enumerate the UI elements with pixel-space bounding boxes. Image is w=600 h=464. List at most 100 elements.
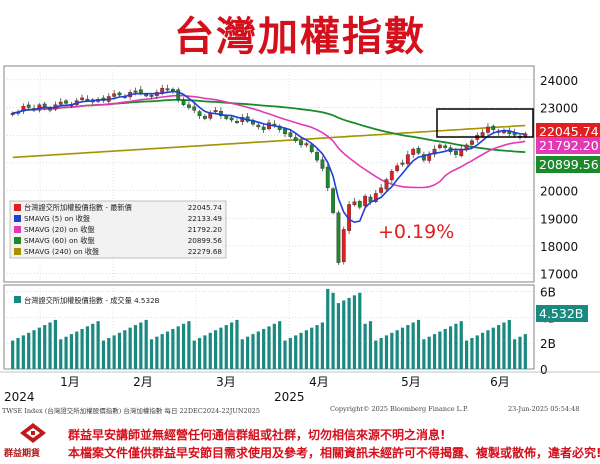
candle-body xyxy=(144,94,149,97)
legend-label: SMAVG (20) on 收盤 xyxy=(24,225,95,234)
candle-body xyxy=(219,110,223,117)
volume-bar xyxy=(454,323,458,369)
volume-tick-label: 6B xyxy=(540,285,556,299)
volume-bar xyxy=(368,321,373,369)
candle-body xyxy=(288,132,293,137)
volume-bar xyxy=(149,339,154,369)
volume-bar xyxy=(53,319,57,369)
volume-bar xyxy=(443,328,447,369)
volume-bar xyxy=(475,335,479,369)
candle-body xyxy=(400,162,405,165)
volume-bar xyxy=(497,325,501,369)
candle-body xyxy=(363,195,368,207)
volume-bar xyxy=(16,337,20,369)
volume-bar xyxy=(379,337,383,369)
volume-bar xyxy=(117,332,122,369)
price-tick-label: 18000 xyxy=(540,240,578,254)
volume-bar xyxy=(358,292,362,369)
legend-swatch xyxy=(14,237,21,244)
volume-bar xyxy=(384,335,389,369)
volume-bar xyxy=(107,337,111,369)
volume-bar xyxy=(470,337,474,369)
volume-bar xyxy=(48,322,52,369)
candle-body xyxy=(443,145,448,148)
volume-bar xyxy=(203,335,207,369)
volume-tag-label: 4.532B xyxy=(539,306,583,321)
volume-bar xyxy=(43,325,47,369)
sma5-line xyxy=(12,90,526,224)
month-label: 3月 xyxy=(216,375,236,389)
candle-body xyxy=(165,88,170,91)
volume-bar xyxy=(438,331,442,369)
candle-body xyxy=(133,90,138,93)
volume-tick-label: 0 xyxy=(540,363,548,377)
volume-bar xyxy=(133,325,138,369)
year-label-left: 2024 xyxy=(4,390,35,404)
candle-body xyxy=(486,126,490,133)
volume-bar xyxy=(459,321,463,369)
candle-body xyxy=(117,92,122,96)
candle-body xyxy=(256,124,261,128)
volume-bar xyxy=(363,323,367,369)
candle-body xyxy=(373,193,378,202)
volume-bar xyxy=(256,331,260,369)
candle-body xyxy=(480,132,485,137)
volume-bar xyxy=(96,321,100,369)
price-tick-label: 17000 xyxy=(540,268,578,282)
candle-body xyxy=(293,137,298,141)
month-label: 4月 xyxy=(309,375,329,389)
volume-bar xyxy=(240,339,244,369)
logo-text: 群益期貨 xyxy=(4,449,41,459)
volume-bar xyxy=(518,336,522,369)
volume-bar xyxy=(59,339,63,369)
candle-body xyxy=(149,94,154,97)
candle-body xyxy=(10,112,15,115)
source-copyright: Copyright© 2025 Bloomberg Finance L.P. xyxy=(330,405,469,413)
volume-bar xyxy=(155,336,159,369)
volume-bar xyxy=(395,330,399,369)
volume-bar xyxy=(246,336,250,369)
candle-body xyxy=(235,121,239,123)
month-label: 5月 xyxy=(401,375,421,389)
volume-bar xyxy=(416,319,421,369)
candle-body xyxy=(197,111,202,117)
volume-bar xyxy=(251,334,255,369)
change-annotation: +0.19% xyxy=(378,221,454,243)
candle-body xyxy=(192,106,197,111)
volume-bar xyxy=(486,330,490,369)
volume-bar xyxy=(342,300,346,369)
volume-bar xyxy=(304,330,308,369)
legend-box xyxy=(9,200,227,259)
volume-bar xyxy=(481,332,485,369)
volume-bar xyxy=(213,330,218,369)
disclaimer-line-1: 群益早安講師並無經營任何通信群組或社群，切勿相信來源不明之消息! xyxy=(68,428,446,442)
volume-bar xyxy=(310,327,314,369)
highlight-box xyxy=(436,108,534,138)
legend-label: SMAVG (240) on 收盤 xyxy=(24,247,99,256)
candle-body xyxy=(325,167,330,189)
volume-tag xyxy=(536,305,588,322)
volume-bar xyxy=(75,331,79,369)
volume-bar xyxy=(278,321,282,369)
candle-body xyxy=(213,110,218,113)
candle-body xyxy=(309,144,314,153)
volume-bar xyxy=(320,322,325,369)
price-tag-label: 21792.20 xyxy=(539,138,599,153)
volume-bar xyxy=(288,337,292,369)
candle-body xyxy=(80,97,85,100)
candle-body xyxy=(395,165,400,172)
volume-bar xyxy=(197,337,202,369)
volume-bar xyxy=(331,292,335,369)
volume-legend-label: 台灣證交所加權股價指數 - 成交量 4.532B xyxy=(24,296,160,305)
volume-bar xyxy=(513,339,517,369)
legend-swatch xyxy=(14,248,21,255)
volume-bar xyxy=(123,330,127,369)
volume-bar xyxy=(144,319,148,369)
legend-value: 22279.68 xyxy=(188,247,223,256)
candle-body xyxy=(48,108,52,111)
candle-body xyxy=(261,126,266,130)
candle-body xyxy=(437,144,442,149)
candle-body xyxy=(379,187,384,193)
legend-value: 20899.56 xyxy=(188,236,223,245)
